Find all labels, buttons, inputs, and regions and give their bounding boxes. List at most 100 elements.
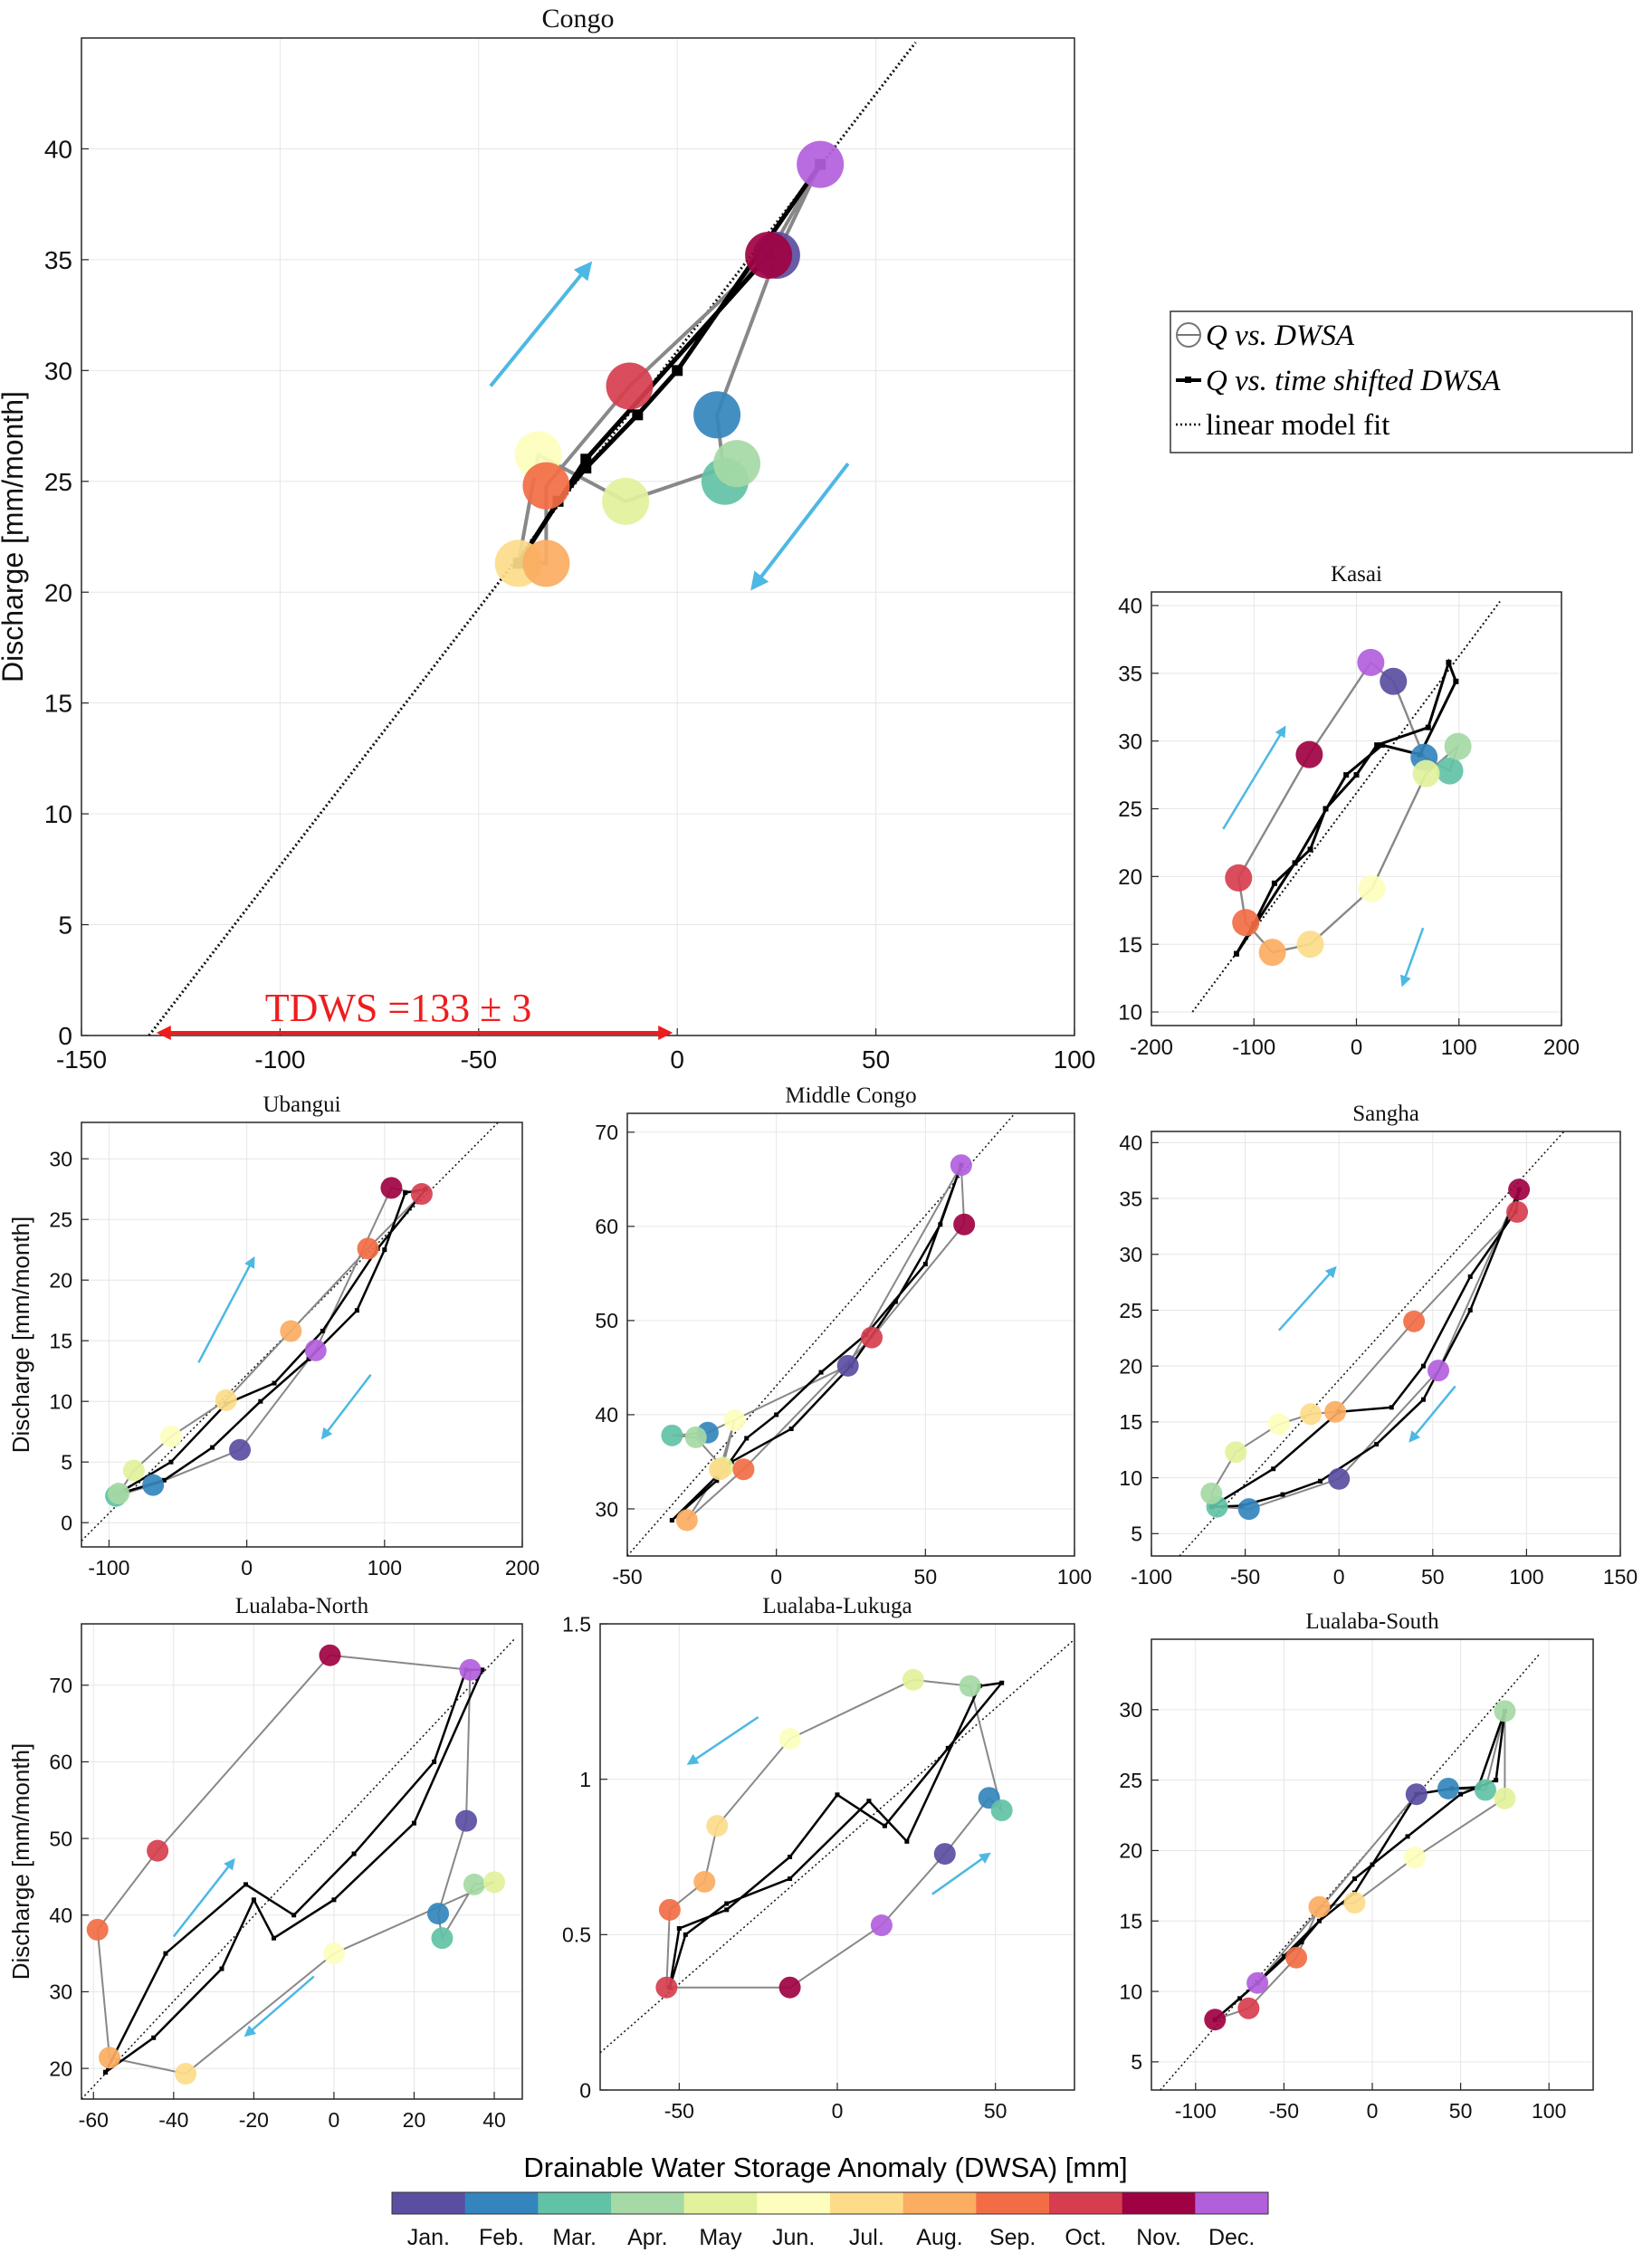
shifted-marker <box>1272 881 1277 886</box>
y-tick-label: 25 <box>1118 797 1142 822</box>
shifted-marker <box>866 1799 871 1803</box>
month-point-9 <box>1285 1947 1307 1969</box>
y-tick-label: 30 <box>1118 730 1142 754</box>
panel-title: Lualaba-North <box>235 1594 369 1618</box>
month-point-3 <box>991 1799 1013 1821</box>
month-point-9 <box>1403 1311 1425 1332</box>
shifted-marker <box>1421 1398 1426 1402</box>
month-point-10 <box>606 362 654 409</box>
month-point-6 <box>724 1409 746 1431</box>
month-point-12 <box>871 1914 893 1936</box>
month-point-3 <box>1475 1780 1496 1801</box>
axes-box <box>627 1113 1074 1556</box>
panel-title: Middle Congo <box>785 1083 916 1108</box>
x-tick-label: 100 <box>368 1556 402 1580</box>
y-axis-label: Discharge [mm/month] <box>7 1217 34 1454</box>
month-point-2 <box>142 1475 164 1496</box>
x-tick-label: 0 <box>1333 1565 1345 1589</box>
direction-arrow <box>753 463 848 587</box>
panel-title: Lualaba-South <box>1305 1609 1439 1634</box>
y-tick-label: 40 <box>595 1403 618 1427</box>
x-tick-label: -60 <box>79 2108 109 2132</box>
y-tick-label: 5 <box>1131 1522 1142 1546</box>
shifted-marker <box>1370 1863 1375 1867</box>
shifted-marker <box>1458 1792 1463 1797</box>
plot-area <box>81 1098 522 1541</box>
y-tick-label: 25 <box>1119 1769 1142 1792</box>
panel-title: Lualaba-Lukuga <box>762 1594 912 1618</box>
plot-area <box>81 1639 514 2099</box>
month-point-4 <box>1200 1483 1222 1504</box>
shifted-marker <box>677 1926 682 1931</box>
x-tick-label: -20 <box>239 2108 269 2132</box>
colorbar-swatch-11 <box>1122 2192 1196 2214</box>
y-tick-label: 20 <box>1118 865 1142 890</box>
x-tick-label: 50 <box>862 1045 890 1074</box>
month-point-6 <box>779 1728 801 1750</box>
panel-lualaba-south: -100 -50 0 50 10051015202530Lualaba-South <box>1119 1609 1593 2123</box>
panel-kasai: -200 -100 0 100 20010152025303540Kasai <box>1118 562 1580 1060</box>
colorbar-label: Jul. <box>849 2225 884 2250</box>
colorbar-label: May <box>699 2225 742 2250</box>
shifted-marker <box>258 1399 263 1404</box>
month-point-11 <box>1508 1179 1530 1200</box>
month-point-7 <box>1300 1403 1322 1425</box>
y-tick-label: 10 <box>49 1389 72 1413</box>
y-tick-label: 40 <box>1119 1131 1142 1155</box>
month-point-6 <box>1358 875 1385 902</box>
shifted-marker <box>724 1907 729 1912</box>
month-point-6 <box>1268 1413 1290 1435</box>
y-tick-label: 35 <box>1118 662 1142 686</box>
month-point-9 <box>522 463 569 510</box>
y-tick-label: 25 <box>44 468 72 496</box>
shifted-marker <box>774 1412 778 1417</box>
shifted-marker <box>938 1222 942 1226</box>
shifted-marker <box>672 365 683 376</box>
month-point-4 <box>463 1874 485 1895</box>
y-tick-label: 0 <box>58 1022 72 1050</box>
y-tick-label: 10 <box>1119 1980 1142 2003</box>
panel-title: Ubangui <box>263 1093 340 1117</box>
month-point-1 <box>229 1439 251 1461</box>
legend: Q vs. DWSA Q vs. time shifted DWSA linea… <box>1170 311 1632 453</box>
month-point-4 <box>1494 1700 1515 1722</box>
direction-arrow <box>689 1717 759 1764</box>
legend-item-q-vs-shifted: Q vs. time shifted DWSA <box>1206 365 1501 397</box>
x-tick-label: 50 <box>1449 2099 1473 2123</box>
x-tick-label: 100 <box>1532 2099 1566 2123</box>
q-vs-dwsa-line <box>116 1188 422 1495</box>
month-point-11 <box>1204 2009 1226 2030</box>
month-point-12 <box>797 141 844 188</box>
panel-title: Sangha <box>1352 1102 1419 1126</box>
x-tick-label: -50 <box>1230 1565 1260 1589</box>
panel-sangha: -100 -50 0 50 100 150510152025303540Sangha <box>1119 1102 1638 1589</box>
month-point-10 <box>147 1840 168 1862</box>
shifted-marker <box>836 1792 840 1797</box>
month-point-2 <box>427 1903 449 1924</box>
month-point-11 <box>319 1645 340 1666</box>
y-tick-label: 5 <box>61 1450 72 1474</box>
shifted-marker <box>291 1913 296 1917</box>
shifted-marker <box>946 1746 950 1751</box>
colorbar-swatch-10 <box>1049 2192 1122 2214</box>
shifted-marker <box>244 1882 248 1886</box>
month-point-7 <box>706 1815 728 1837</box>
legend-item-linear-fit: linear model fit <box>1206 409 1389 442</box>
month-point-2 <box>1437 1778 1459 1799</box>
colorbar-title: Drainable Water Storage Anomaly (DWSA) [… <box>523 2152 1127 2183</box>
shifted-marker <box>893 1300 898 1304</box>
x-tick-label: 100 <box>1054 1045 1096 1074</box>
direction-arrow <box>491 264 590 387</box>
legend-item-q-vs-dwsa: Q vs. DWSA <box>1206 320 1355 352</box>
shifted-marker <box>1234 951 1239 957</box>
colorbar-label: Mar. <box>552 2225 597 2250</box>
plot-area <box>1160 1654 1541 2090</box>
month-point-10 <box>1506 1201 1528 1223</box>
month-point-9 <box>358 1237 379 1259</box>
month-point-8 <box>99 2047 120 2068</box>
y-axis-label: Discharge [mm/month] <box>0 391 29 682</box>
y-tick-label: 0 <box>61 1511 72 1534</box>
tdws-annotation: TDWS =133 ± 3 <box>159 986 670 1033</box>
month-point-1 <box>1380 668 1407 695</box>
y-tick-label: 0 <box>579 2078 591 2102</box>
